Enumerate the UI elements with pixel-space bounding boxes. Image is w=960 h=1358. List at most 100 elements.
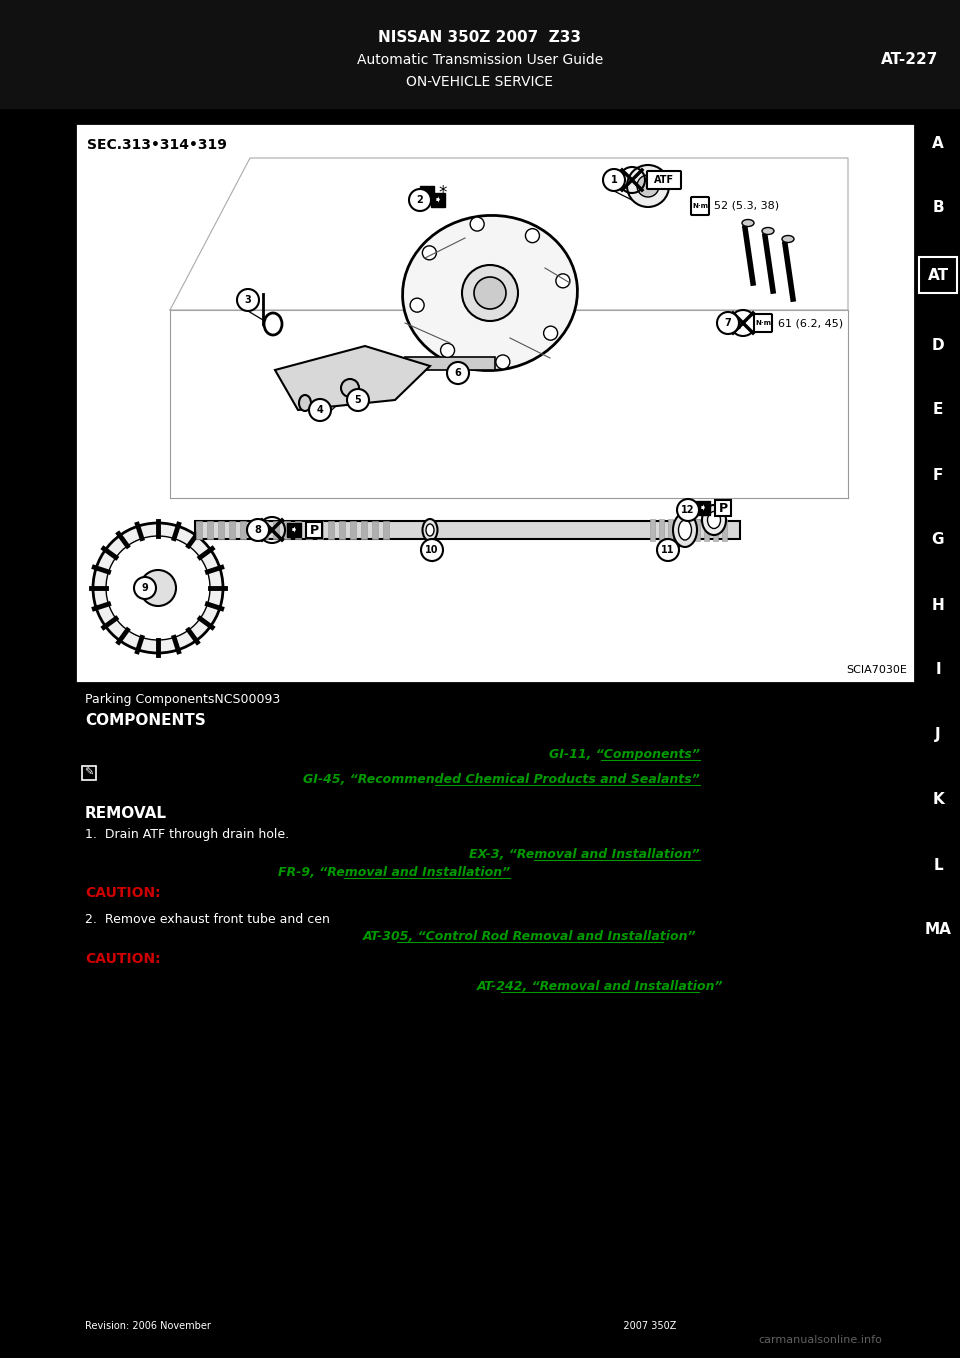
Text: B: B: [932, 201, 944, 216]
Bar: [405, 357, 495, 369]
Circle shape: [470, 217, 484, 231]
Bar: [75, 124, 915, 683]
Circle shape: [637, 175, 659, 197]
Text: EX-3, “Removal and Installation”: EX-3, “Removal and Installation”: [469, 847, 700, 861]
Text: CAUTION:: CAUTION:: [85, 885, 160, 900]
Bar: [686, 519, 691, 540]
Bar: [677, 519, 682, 540]
Bar: [284, 521, 290, 539]
Bar: [306, 521, 312, 539]
Circle shape: [93, 523, 223, 653]
Bar: [420, 186, 434, 200]
Bar: [372, 521, 378, 539]
Text: 6: 6: [455, 368, 462, 378]
Text: AT-227: AT-227: [881, 53, 939, 68]
Text: P: P: [309, 523, 319, 536]
Bar: [659, 519, 664, 540]
Text: *: *: [438, 183, 446, 202]
Circle shape: [140, 570, 176, 606]
Circle shape: [556, 274, 570, 288]
Bar: [339, 521, 345, 539]
Text: COMPONENTS: COMPONENTS: [85, 713, 205, 728]
Text: K: K: [932, 793, 944, 808]
Bar: [196, 521, 202, 539]
Bar: [431, 193, 445, 206]
Text: ON-VEHICLE SERVICE: ON-VEHICLE SERVICE: [406, 75, 554, 90]
Circle shape: [441, 344, 454, 357]
Circle shape: [657, 539, 679, 561]
Circle shape: [106, 536, 210, 640]
Bar: [218, 521, 224, 539]
Bar: [287, 523, 301, 536]
Circle shape: [410, 299, 424, 312]
Text: P: P: [718, 501, 728, 515]
Circle shape: [603, 168, 625, 191]
Bar: [722, 519, 727, 540]
Text: GI-11, “Components”: GI-11, “Components”: [549, 748, 700, 760]
Circle shape: [543, 326, 558, 340]
Bar: [715, 500, 731, 516]
Bar: [0, 1302, 960, 1358]
Ellipse shape: [402, 216, 577, 371]
Bar: [229, 521, 235, 539]
Ellipse shape: [708, 512, 721, 528]
Text: ✎: ✎: [84, 769, 94, 778]
FancyBboxPatch shape: [754, 314, 772, 331]
Circle shape: [134, 577, 156, 599]
Text: Automatic Transmission User Guide: Automatic Transmission User Guide: [357, 53, 603, 67]
Text: H: H: [931, 598, 945, 612]
Ellipse shape: [702, 505, 726, 535]
Bar: [919, 257, 957, 293]
Circle shape: [421, 539, 443, 561]
Text: carmanualsonline.info: carmanualsonline.info: [758, 1335, 882, 1344]
Text: CAUTION:: CAUTION:: [85, 952, 160, 966]
Bar: [0, 0, 960, 109]
Circle shape: [474, 277, 506, 310]
Text: 7: 7: [725, 318, 732, 329]
Circle shape: [462, 265, 518, 320]
Text: 61 (6.2, 45): 61 (6.2, 45): [778, 318, 843, 329]
Text: 2.  Remove exhaust front tube and cen: 2. Remove exhaust front tube and cen: [85, 913, 330, 926]
Circle shape: [496, 354, 510, 369]
Bar: [696, 501, 710, 515]
Circle shape: [422, 246, 437, 259]
Bar: [668, 519, 673, 540]
Bar: [695, 519, 700, 540]
Bar: [317, 521, 323, 539]
Circle shape: [347, 388, 369, 411]
Ellipse shape: [679, 520, 691, 540]
Text: ATF: ATF: [654, 175, 674, 185]
Text: SCIA7030E: SCIA7030E: [846, 665, 907, 675]
Circle shape: [341, 379, 359, 397]
Bar: [350, 521, 356, 539]
Circle shape: [447, 363, 469, 384]
Ellipse shape: [422, 519, 438, 540]
Bar: [383, 521, 389, 539]
Text: Revision: 2006 November                                                         : Revision: 2006 November: [85, 1321, 677, 1331]
Text: 52 (5.3, 38): 52 (5.3, 38): [714, 201, 780, 210]
Ellipse shape: [742, 220, 754, 227]
Bar: [328, 521, 334, 539]
Text: 3: 3: [245, 295, 252, 306]
Polygon shape: [275, 346, 430, 410]
Text: G: G: [932, 532, 945, 547]
Text: 1.  Drain ATF through drain hole.: 1. Drain ATF through drain hole.: [85, 828, 289, 841]
Text: L: L: [933, 857, 943, 872]
Bar: [195, 521, 740, 539]
Ellipse shape: [426, 524, 434, 536]
Circle shape: [525, 228, 540, 243]
Text: J: J: [935, 728, 941, 743]
Text: REMOVAL: REMOVAL: [85, 807, 167, 822]
Bar: [361, 521, 367, 539]
Bar: [713, 519, 718, 540]
Text: 1: 1: [611, 175, 617, 185]
Text: SEC.313•314•319: SEC.313•314•319: [87, 139, 227, 152]
Ellipse shape: [762, 228, 774, 235]
Text: 9: 9: [142, 583, 149, 593]
Text: 2: 2: [417, 196, 423, 205]
Ellipse shape: [673, 513, 697, 547]
Text: ➧: ➧: [290, 526, 298, 535]
Bar: [251, 521, 257, 539]
Circle shape: [247, 519, 269, 540]
Text: I: I: [935, 663, 941, 678]
